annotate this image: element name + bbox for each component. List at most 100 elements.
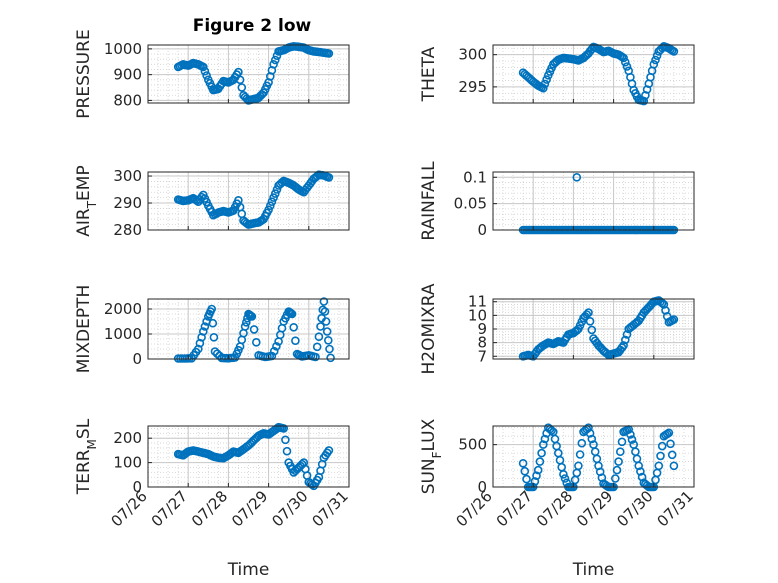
- y-tick-label: 0: [477, 221, 487, 239]
- data-point: [235, 75, 245, 85]
- axes-box: [147, 171, 350, 231]
- data-point: [620, 335, 630, 345]
- data-point: [239, 328, 248, 338]
- panel-mixdepth: 0 1000 2000 MIXDEPTH: [74, 285, 350, 373]
- data-point: [585, 316, 595, 326]
- data-point: [269, 193, 278, 202]
- data-point: [267, 197, 277, 206]
- x-tick-label: 07/30: [613, 487, 656, 530]
- axes-box: [492, 425, 695, 488]
- panel-theta: 295 300 THETA: [419, 41, 695, 106]
- data-point: [584, 308, 593, 317]
- data-point: [622, 330, 632, 339]
- x-tick-label: 07/26: [453, 487, 496, 530]
- data-point: [518, 458, 528, 468]
- axes-box: [147, 44, 350, 104]
- y-tick-label: 0: [477, 478, 487, 496]
- data-point: [610, 474, 620, 483]
- x-tick-label: 07/29: [573, 487, 616, 530]
- data-point: [657, 441, 667, 451]
- data-point: [522, 474, 531, 484]
- panel-air_temp: 280 290 300 AIRTEMP: [74, 165, 350, 239]
- data-point: [572, 173, 582, 182]
- x-tick-label: 07/31: [309, 487, 352, 530]
- data-point: [664, 428, 674, 438]
- y-tick-label: 0: [132, 478, 142, 496]
- x-tick-label: 07/26: [108, 487, 151, 530]
- x-tick-label: 07/28: [188, 487, 231, 530]
- y-tick-label: 300: [113, 167, 142, 185]
- data-point: [555, 455, 565, 465]
- data-point: [585, 428, 595, 438]
- data-point: [547, 426, 556, 435]
- y-axis-label: RAINFALL: [419, 161, 439, 241]
- y-tick-label: 2000: [104, 300, 142, 318]
- y-tick-label: 8: [477, 334, 487, 352]
- data-point: [249, 325, 259, 334]
- panel-pressure: 800 900 1000 PRESSURE: [74, 29, 350, 119]
- data-point: [542, 75, 551, 84]
- y-axis-label: PRESSURE: [74, 29, 94, 118]
- data-point: [207, 304, 216, 314]
- data-point: [199, 327, 208, 336]
- data-point: [550, 434, 560, 444]
- data-point: [212, 349, 222, 359]
- data-point: [570, 475, 580, 485]
- data-point: [557, 462, 567, 472]
- data-point: [620, 57, 630, 67]
- data-point: [234, 67, 243, 77]
- data-point: [270, 189, 280, 198]
- data-point: [325, 344, 334, 354]
- data-point: [636, 467, 645, 476]
- data-point: [269, 60, 278, 69]
- data-point: [669, 461, 679, 471]
- x-tick-label: 07/28: [533, 487, 576, 530]
- data-point: [237, 83, 247, 92]
- data-point: [324, 49, 334, 58]
- data-point: [587, 325, 597, 335]
- data-point: [321, 317, 331, 326]
- data-point: [270, 55, 280, 65]
- data-point: [269, 346, 279, 356]
- data-point: [200, 322, 210, 331]
- y-tick-label: 100: [113, 454, 142, 472]
- data-point: [540, 434, 550, 444]
- data-point: [651, 55, 660, 65]
- data-point: [240, 322, 250, 331]
- data-point: [323, 335, 333, 345]
- x-tick-label: 07/31: [654, 487, 697, 530]
- data-point: [533, 465, 543, 475]
- data-point: [324, 173, 334, 182]
- data-point: [209, 332, 219, 342]
- axes-box: [492, 44, 695, 104]
- y-tick-label: 7: [477, 347, 487, 365]
- y-tick-label: 0.05: [454, 195, 487, 213]
- data-point: [572, 468, 582, 478]
- data-point: [560, 474, 570, 483]
- data-point: [626, 430, 635, 439]
- data-point: [264, 205, 273, 215]
- data-point: [649, 60, 659, 69]
- data-point: [316, 322, 325, 331]
- data-point: [538, 440, 548, 449]
- data-point: [634, 461, 644, 471]
- y-axis-label: TERRMSL: [74, 418, 99, 495]
- x-tick-label: 07/30: [268, 487, 311, 530]
- y-tick-label: 280: [113, 221, 142, 239]
- data-point: [251, 337, 261, 347]
- y-tick-label: 11: [468, 293, 487, 311]
- data-point: [199, 62, 208, 72]
- data-point: [552, 441, 561, 451]
- data-point: [279, 424, 289, 433]
- data-point: [654, 461, 664, 471]
- data-point: [200, 66, 210, 76]
- data-point: [619, 53, 628, 63]
- data-point: [577, 438, 587, 448]
- y-tick-label: 0.1: [463, 168, 487, 186]
- data-point: [318, 305, 328, 315]
- data-point: [575, 450, 585, 459]
- data-point: [312, 342, 322, 352]
